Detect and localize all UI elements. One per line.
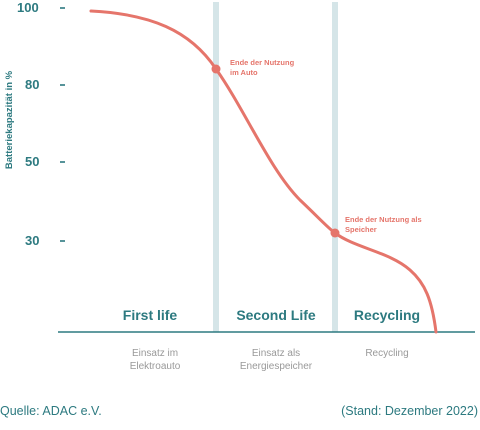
y-axis-label: Batteriekapazität in %: [4, 70, 15, 169]
phase-description: Einsatz als: [252, 348, 300, 359]
source-label: Quelle: ADAC e.V.: [0, 404, 102, 418]
annotation-line: im Auto: [230, 68, 258, 77]
phase-title-recycling: Recycling: [354, 307, 420, 323]
phase-description: Recycling: [365, 348, 408, 359]
phase-description: Einsatz im: [132, 348, 178, 359]
annotation-end-car-use: Ende der Nutzung im Auto: [230, 58, 295, 77]
y-tick-30: 30: [25, 233, 65, 248]
capacity-curve: [89, 9, 438, 334]
annotation-line: Ende der Nutzung als: [345, 215, 422, 224]
y-tick-80: 80: [25, 77, 65, 92]
phase-divider-1: [213, 2, 219, 332]
y-tick-label: 50: [25, 154, 39, 169]
annotation-line: Speicher: [345, 225, 377, 234]
phase-description: Energiespeicher: [240, 361, 313, 372]
annotation-line: Ende der Nutzung: [230, 58, 295, 67]
marker-end-storage-use: [330, 228, 340, 238]
phase-title-second-life: Second Life: [236, 307, 316, 323]
y-tick-50: 50: [25, 154, 65, 169]
phase-title-first-life: First life: [123, 307, 178, 323]
y-tick-label: 30: [25, 233, 39, 248]
y-tick-label: 80: [25, 77, 39, 92]
y-tick-label: 100: [17, 0, 39, 15]
y-ticks: 100 80 50 30: [17, 0, 65, 248]
phase-description: Elektroauto: [130, 361, 181, 372]
marker-end-car-use: [211, 64, 221, 74]
date-label: (Stand: Dezember 2022): [341, 404, 478, 418]
annotation-end-storage-use: Ende der Nutzung als Speicher: [345, 215, 422, 234]
phase-divider-2: [332, 2, 338, 332]
y-tick-100: 100: [17, 0, 65, 15]
